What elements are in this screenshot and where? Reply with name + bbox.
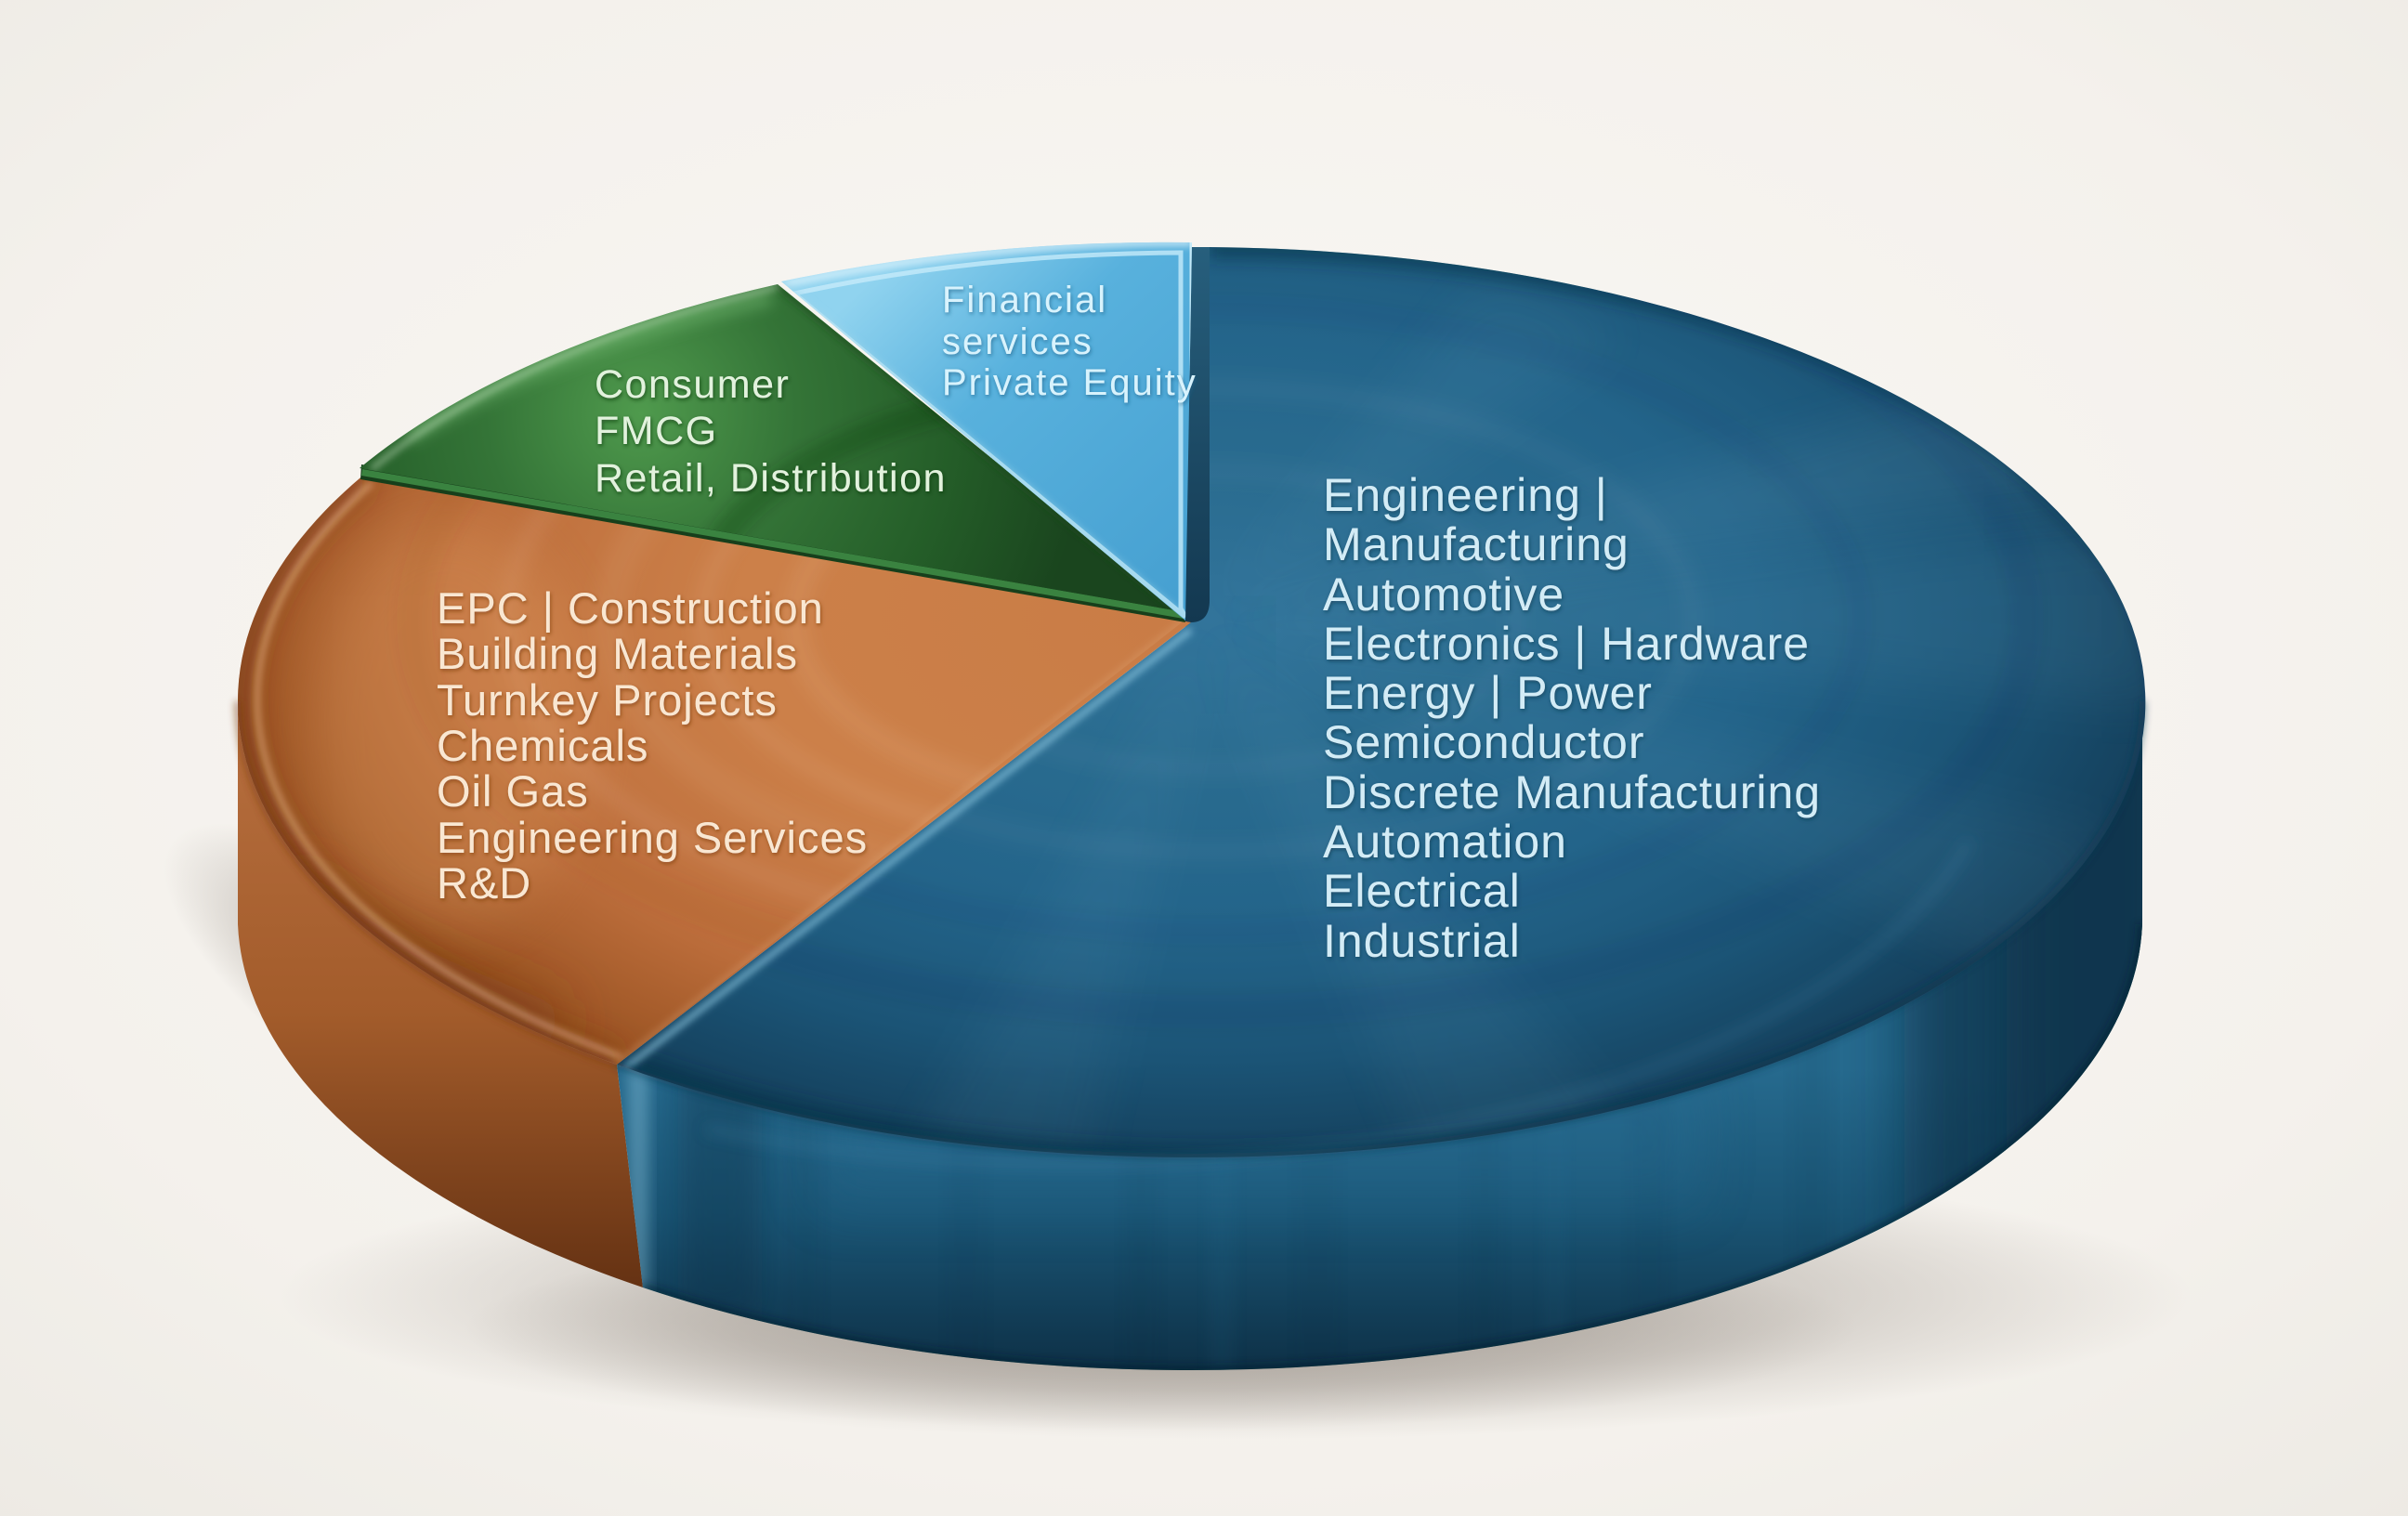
svg-text:Financial: Financial (942, 280, 1107, 320)
svg-text:Automotive: Automotive (1323, 568, 1564, 621)
svg-text:Electronics | Hardware: Electronics | Hardware (1323, 618, 1810, 670)
svg-text:Engineering |: Engineering | (1323, 469, 1608, 521)
svg-text:Consumer: Consumer (595, 362, 790, 407)
svg-text:Retail, Distribution: Retail, Distribution (595, 456, 947, 501)
svg-text:Turnkey Projects: Turnkey Projects (437, 675, 778, 725)
svg-text:Semiconductor: Semiconductor (1323, 716, 1645, 768)
svg-text:Private Equity: Private Equity (942, 362, 1197, 403)
svg-text:Engineering Services: Engineering Services (437, 813, 868, 862)
svg-text:services: services (942, 321, 1093, 362)
svg-text:R&D: R&D (437, 858, 531, 908)
svg-text:Oil Gas: Oil Gas (437, 766, 589, 816)
svg-text:Automation: Automation (1323, 816, 1567, 868)
svg-text:Building Materials: Building Materials (437, 629, 798, 678)
svg-text:Energy | Power: Energy | Power (1323, 667, 1653, 719)
svg-text:Manufacturing: Manufacturing (1323, 518, 1629, 570)
svg-text:Electrical: Electrical (1323, 865, 1521, 917)
svg-text:FMCG: FMCG (595, 409, 718, 453)
svg-text:Chemicals: Chemicals (437, 721, 648, 770)
svg-text:EPC | Construction: EPC | Construction (437, 583, 824, 633)
svg-text:Discrete Manufacturing: Discrete Manufacturing (1323, 766, 1821, 818)
svg-text:Industrial: Industrial (1323, 915, 1521, 967)
